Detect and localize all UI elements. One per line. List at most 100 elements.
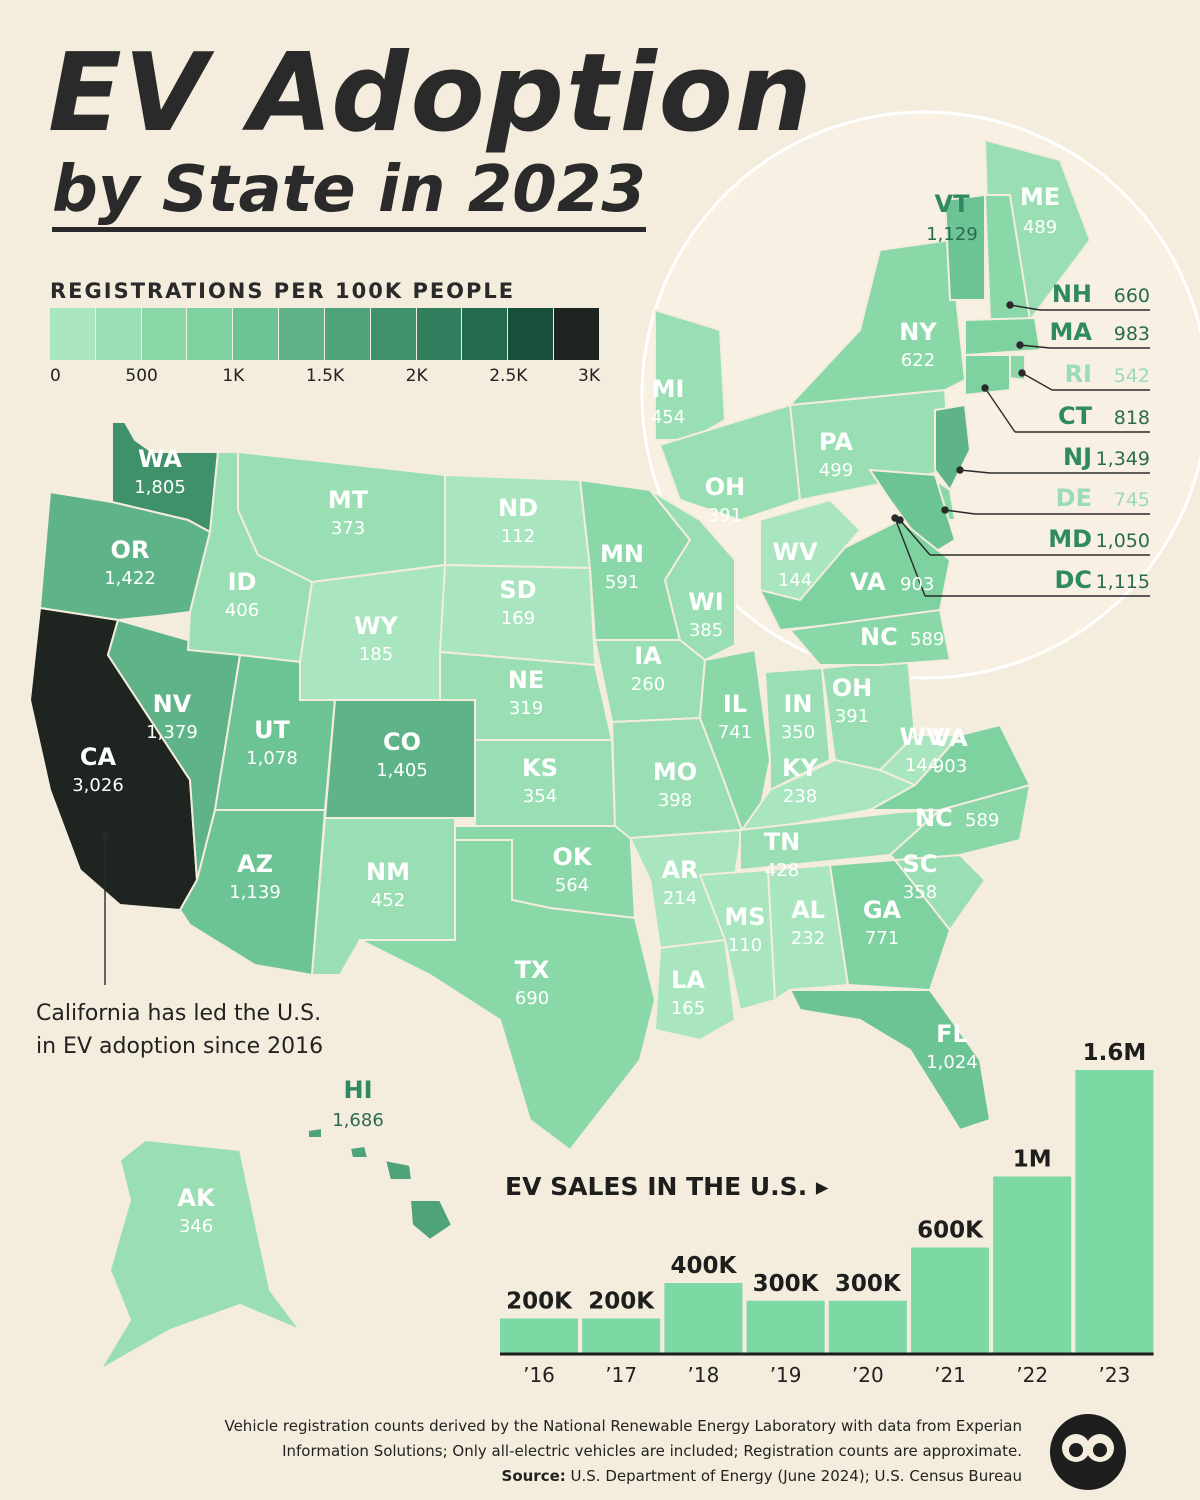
svg-text:346: 346 xyxy=(179,1216,213,1237)
state-label-ky: KY 238 xyxy=(782,754,819,807)
state-label-ga: GA 771 xyxy=(863,896,902,949)
svg-text:499: 499 xyxy=(819,460,853,481)
svg-text:OH: OH xyxy=(832,674,873,702)
state-ma xyxy=(964,316,1042,357)
svg-text:660: 660 xyxy=(1114,285,1150,307)
state-label-ak: AK 346 xyxy=(177,1184,216,1237)
svg-text:DE: DE xyxy=(1056,484,1092,512)
svg-text:WI: WI xyxy=(688,588,723,616)
legend-color-scale xyxy=(50,308,600,360)
svg-text:232: 232 xyxy=(791,928,825,949)
svg-text:NC: NC xyxy=(860,623,898,651)
legend-tick: 500 xyxy=(125,366,158,386)
svg-text:428: 428 xyxy=(765,860,799,881)
state-label-nd: ND 112 xyxy=(498,494,538,547)
svg-text:VA: VA xyxy=(932,724,968,752)
svg-text:454: 454 xyxy=(651,407,685,428)
state-ct xyxy=(964,354,1011,397)
svg-text:MN: MN xyxy=(600,540,644,568)
svg-text:319: 319 xyxy=(509,698,543,719)
state-fl xyxy=(788,989,992,1132)
state-label-de: DE 745 xyxy=(1056,484,1150,512)
svg-text:TX: TX xyxy=(515,956,550,984)
state-label-ut: UT 1,078 xyxy=(246,716,298,769)
sales-bar-label: 300K xyxy=(753,1271,820,1297)
svg-text:OR: OR xyxy=(111,536,150,564)
sales-year-label: ’22 xyxy=(1016,1363,1048,1387)
legend-title: REGISTRATIONS PER 100K PEOPLE xyxy=(50,279,516,303)
state-label-va: VA 903 xyxy=(932,724,968,777)
svg-text:741: 741 xyxy=(718,722,752,743)
svg-text:NE: NE xyxy=(508,666,544,694)
svg-text:ID: ID xyxy=(228,568,257,596)
legend-ticks: 0 500 1K 1.5K 2K 2.5K 3K xyxy=(50,366,600,390)
state-la xyxy=(653,938,737,1042)
state-ak xyxy=(97,1138,303,1373)
svg-text:144: 144 xyxy=(905,755,939,776)
sales-bar-label: 300K xyxy=(835,1271,902,1297)
state-tx xyxy=(359,839,657,1152)
svg-text:1,024: 1,024 xyxy=(926,1052,978,1073)
state-oh xyxy=(658,403,802,522)
svg-text:MA: MA xyxy=(1050,318,1093,346)
svg-text:771: 771 xyxy=(865,928,899,949)
legend-tick: 0 xyxy=(50,366,61,386)
state-label-hi: HI 1,686 xyxy=(332,1076,384,1131)
state-hi xyxy=(307,1126,323,1139)
state-label-nh: NH 660 xyxy=(1052,280,1150,308)
svg-text:CO: CO xyxy=(383,728,421,756)
state-va xyxy=(758,518,952,632)
state-label-ri: RI 542 xyxy=(1065,360,1150,388)
state-label-ms: MS 110 xyxy=(724,903,765,956)
svg-text:KS: KS xyxy=(522,754,558,782)
state-label-me: ME 489 xyxy=(1020,183,1060,238)
svg-text:3,026: 3,026 xyxy=(72,775,124,796)
state-label-mt: MT 373 xyxy=(328,486,369,539)
svg-text:238: 238 xyxy=(783,786,817,807)
state-al xyxy=(766,863,850,1002)
state-label-or: OR 1,422 xyxy=(104,536,156,589)
svg-text:AL: AL xyxy=(791,896,825,924)
svg-text:1,422: 1,422 xyxy=(104,568,156,589)
title-line-1: EV Adoption xyxy=(48,31,814,156)
svg-text:NY: NY xyxy=(899,318,937,346)
svg-text:1,139: 1,139 xyxy=(229,882,281,903)
svg-text:VA: VA xyxy=(850,568,886,596)
leader-dot xyxy=(981,384,989,392)
leader-dot xyxy=(1016,341,1024,349)
svg-text:591: 591 xyxy=(605,572,639,593)
svg-text:564: 564 xyxy=(555,875,589,896)
legend-tick: 3K xyxy=(578,366,600,386)
state-label-pa: PA 499 xyxy=(819,428,854,481)
state-label-ar: AR 214 xyxy=(661,856,698,909)
svg-text:1,050: 1,050 xyxy=(1096,530,1150,552)
state-label-wv: WV 144 xyxy=(772,538,817,591)
state-md xyxy=(868,468,957,557)
state-label-az: AZ 1,139 xyxy=(229,850,281,903)
svg-text:1,379: 1,379 xyxy=(146,722,198,743)
svg-text:358: 358 xyxy=(903,882,937,903)
state-hi xyxy=(383,1158,414,1181)
sales-year-label: ’19 xyxy=(770,1363,802,1387)
state-label-mn: MN 591 xyxy=(600,540,644,593)
leader-dot xyxy=(1018,369,1026,377)
svg-text:489: 489 xyxy=(1023,217,1057,238)
state-label-nv: NV 1,379 xyxy=(146,690,198,743)
state-label-ca: CA 3,026 xyxy=(72,743,124,796)
state-label-tx: TX 690 xyxy=(515,956,550,1009)
state-nc xyxy=(788,608,952,666)
state-label-wa: WA 1,805 xyxy=(134,445,186,498)
legend-swatch xyxy=(95,308,142,360)
svg-text:165: 165 xyxy=(671,998,705,1019)
svg-text:IA: IA xyxy=(634,642,662,670)
leader-line xyxy=(959,469,991,474)
sales-chart-title: EV SALES IN THE U.S. ▸ xyxy=(505,1172,829,1201)
state-label-mi: MI 454 xyxy=(651,375,685,428)
state-label-id: ID 406 xyxy=(225,568,259,621)
svg-text:MD: MD xyxy=(1048,525,1092,553)
svg-text:NH: NH xyxy=(1052,280,1092,308)
svg-text:MO: MO xyxy=(653,758,697,786)
legend-swatch xyxy=(508,308,555,360)
svg-text:OK: OK xyxy=(553,843,593,871)
